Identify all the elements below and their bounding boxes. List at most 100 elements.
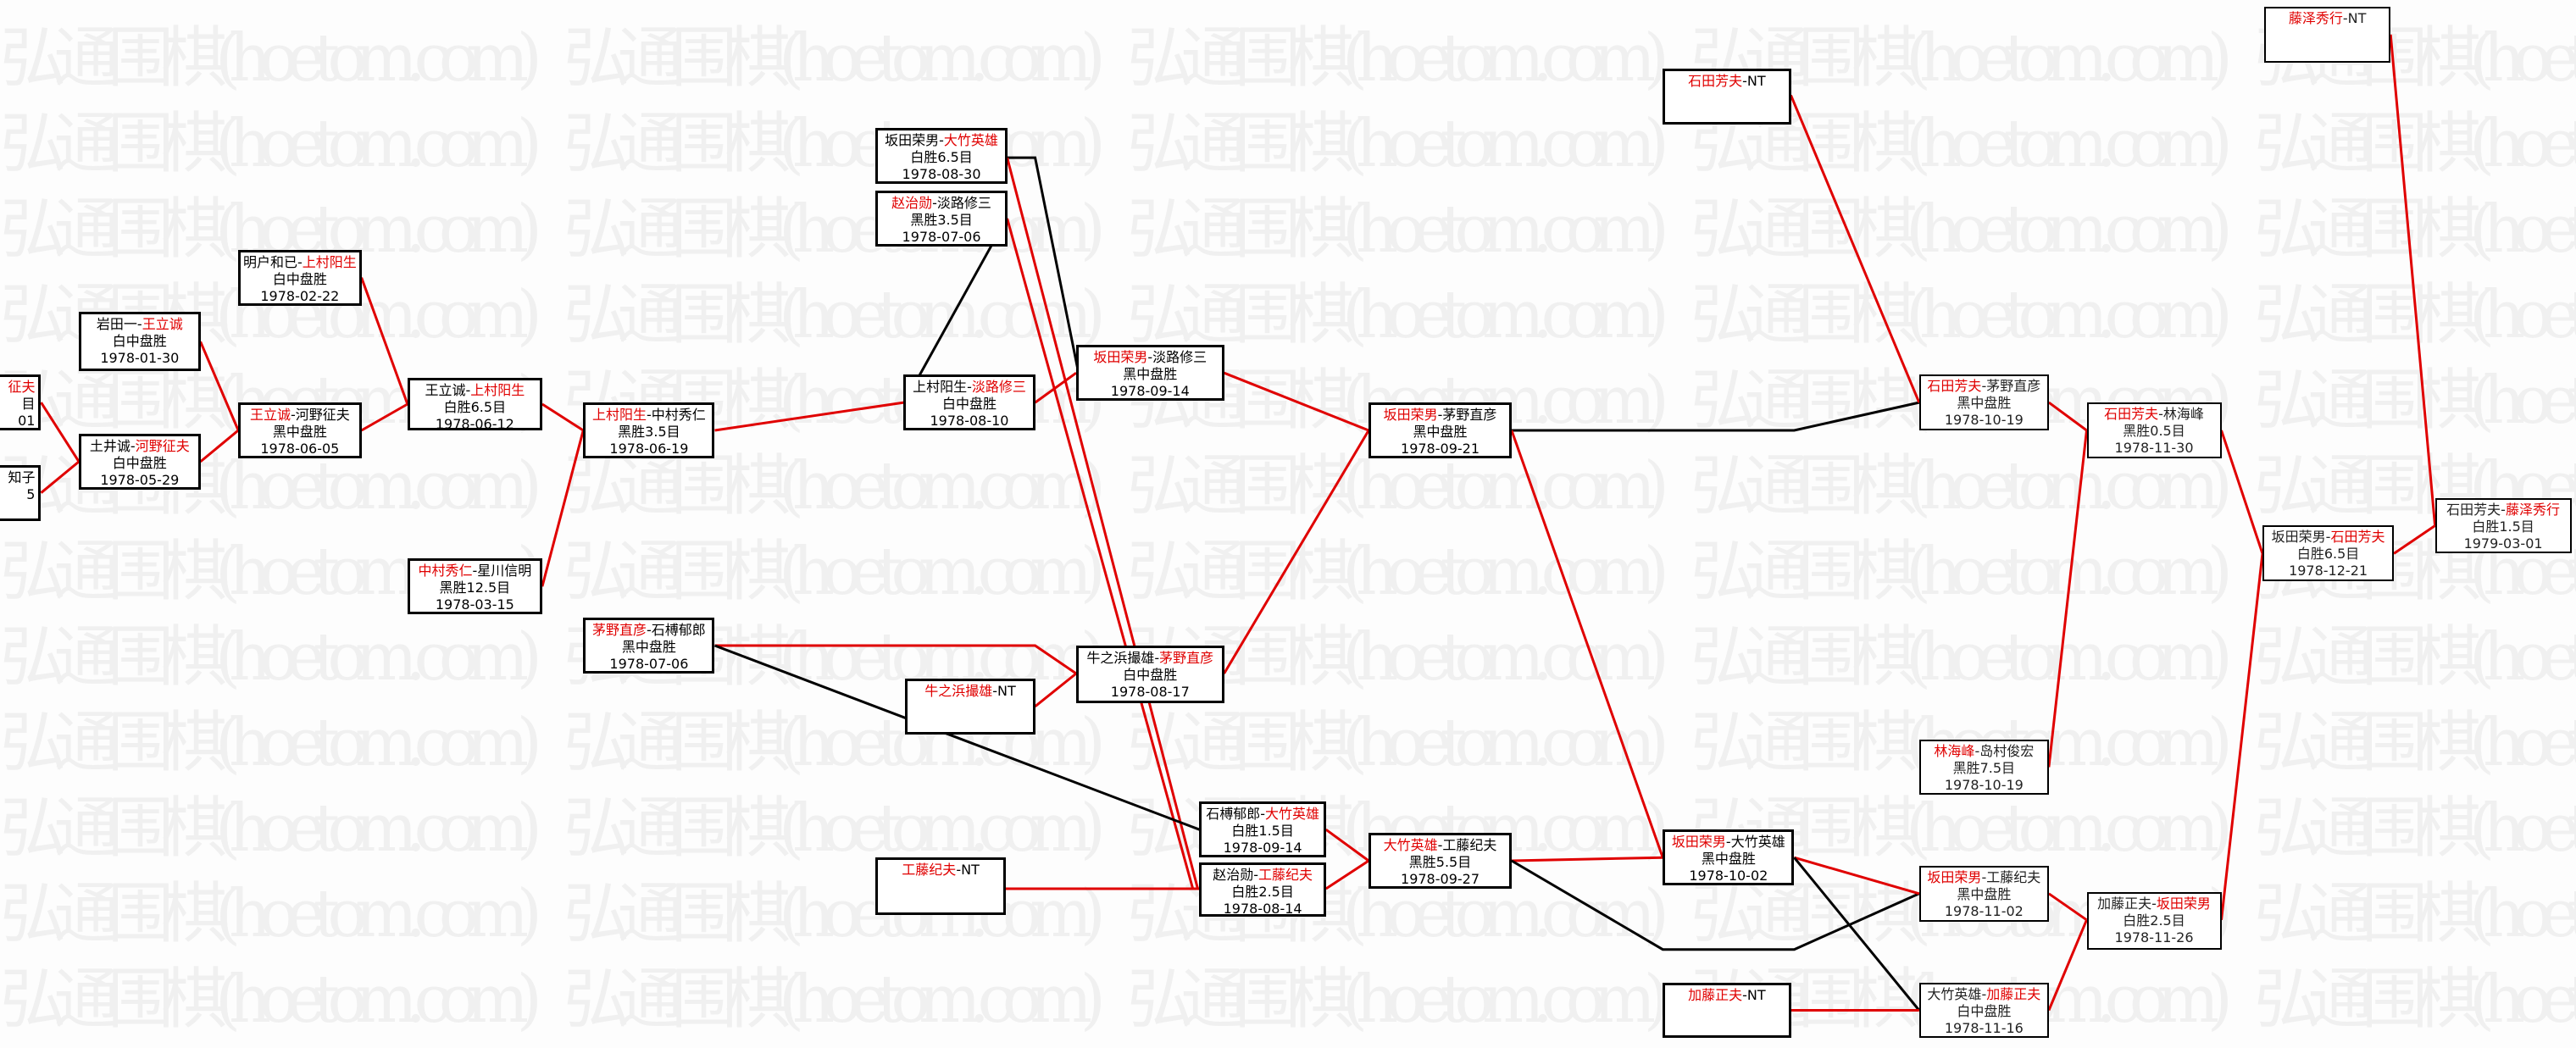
- match-result: 白中盘胜: [112, 333, 167, 350]
- player-separator: -: [2342, 9, 2348, 26]
- player-separator: -: [647, 407, 652, 424]
- match-date: 1978-11-30: [2114, 440, 2194, 457]
- watermark-text: 弘通围棋(hoetom.com): [1690, 448, 2233, 524]
- match-box[interactable]: 茅野直彦-石榑郁郎 黑中盘胜 1978-07-06: [583, 618, 715, 674]
- watermark-text: 弘通围棋(hoetom.com): [0, 790, 542, 867]
- winner-connector-line: [2048, 892, 2088, 922]
- watermark-text: 弘通围棋(hoetom.com): [2254, 619, 2576, 696]
- match-box[interactable]: 石榑郁郎-大竹英雄 白胜1.5目 1978-09-14: [1199, 801, 1326, 858]
- match-result: 黑中盘胜: [1957, 885, 2012, 902]
- match-date: 1978-05-29: [100, 471, 180, 488]
- watermark-text: 弘通围棋(hoetom.com): [564, 277, 1106, 353]
- match-players: 坂田荣男-大竹英雄: [1665, 834, 1791, 851]
- player-white: 石榑郁郎: [651, 622, 706, 639]
- winner-connector-line: [360, 402, 408, 432]
- match-box[interactable]: 牛之浜撮雄-茅野直彦 白中盘胜 1978-08-17: [1076, 646, 1224, 703]
- match-box[interactable]: 石田芳夫-NT: [1663, 69, 1791, 125]
- match-box[interactable]: 大竹英雄-加藤正夫 白中盘胜 1978-11-16: [1918, 982, 2049, 1039]
- match-box[interactable]: 坂田荣男-茅野直彦 黑中盘胜 1978-09-21: [1368, 402, 1512, 458]
- player-white: 淡路修三: [1152, 349, 1208, 366]
- match-date: 1978-10-02: [1689, 868, 1768, 884]
- match-box[interactable]: 明户和已-上村阳生 白中盘胜 1978-02-22: [238, 249, 362, 306]
- match-date: 1978-10-19: [1944, 412, 2024, 429]
- match-box[interactable]: 中村秀仁-星川信明 黑胜12.5目 1978-03-15: [407, 558, 542, 615]
- match-box[interactable]: 赵治勋-淡路修三 黑胜3.5目 1978-07-06: [875, 190, 1008, 247]
- winner-connector-line: [1006, 218, 1195, 890]
- match-players: 上村阳生-中村秀仁: [586, 407, 712, 424]
- match-box[interactable]: 工藤纪夫-NT: [875, 857, 1006, 916]
- match-box[interactable]: 坂田荣男-大竹英雄 黑中盘胜 1978-10-02: [1663, 829, 1795, 886]
- winner-connector-line: [2047, 430, 2088, 768]
- match-box[interactable]: 大竹英雄-工藤纪夫 黑胜5.5目 1978-09-27: [1368, 833, 1512, 889]
- player-white: 坂田荣男: [2156, 895, 2211, 912]
- match-date: 1978-06-19: [609, 441, 689, 457]
- match-box[interactable]: 王立诚-河野征夫 黑中盘胜 1978-06-05: [238, 402, 362, 458]
- player-black: 知子: [8, 469, 36, 485]
- player-black: 坂田荣男: [885, 132, 940, 149]
- match-box[interactable]: 加藤正夫-坂田荣男 白胜2.5目 1978-11-26: [2086, 891, 2222, 950]
- player-black: 坂田荣男: [2271, 529, 2326, 546]
- match-players: 中村秀仁-星川信明: [410, 563, 540, 579]
- match-date: 1978-11-16: [1944, 1019, 2024, 1036]
- player-separator: -: [1981, 868, 1987, 885]
- match-box[interactable]: 加藤正夫-NT: [1663, 982, 1791, 1039]
- watermark-text: 弘通围棋(hoetom.com): [564, 790, 1106, 867]
- match-result: 黑胜7.5目: [1952, 759, 2016, 776]
- player-white: 工藤纪夫: [1986, 868, 2041, 885]
- player-separator: -: [1253, 866, 1258, 883]
- player-white: NT: [2347, 9, 2367, 26]
- match-box[interactable]: 王立诚-上村阳生 白胜6.5目 1978-06-12: [407, 377, 542, 431]
- match-result: 白中盘胜: [1123, 667, 1178, 684]
- watermark-text: 弘通围棋(hoetom.com): [2254, 191, 2576, 268]
- watermark-text: 弘通围棋(hoetom.com): [1127, 20, 1669, 97]
- match-box[interactable]: 征夫目 01: [0, 374, 42, 430]
- match-box[interactable]: 赵治勋-工藤纪夫 白胜2.5目 1978-08-14: [1199, 862, 1326, 917]
- watermark-text: 弘通围棋(hoetom.com): [0, 876, 542, 952]
- player-white: 王立诚: [142, 316, 183, 333]
- match-box[interactable]: 坂田荣男-工藤纪夫 黑中盘胜 1978-11-02: [1918, 865, 2049, 922]
- match-box[interactable]: 上村阳生-淡路修三 白中盘胜 1978-08-10: [903, 374, 1035, 430]
- match-box[interactable]: 石田芳夫-藤泽秀行 白胜1.5目 1979-03-01: [2434, 497, 2572, 554]
- winner-connector-line: [1034, 371, 1077, 404]
- match-players: 石田芳夫-茅野直彦: [1921, 378, 2047, 395]
- player-black: 坂田荣男: [1093, 349, 1148, 366]
- match-box[interactable]: 上村阳生-中村秀仁 黑胜3.5目 1978-06-19: [583, 402, 715, 458]
- match-box[interactable]: 坂田荣男-石田芳夫 白胜6.5目 1978-12-21: [2262, 525, 2395, 582]
- player-separator: -: [1147, 349, 1153, 366]
- match-players: 牛之浜撮雄-NT: [908, 683, 1032, 700]
- match-result: 黑胜3.5目: [910, 211, 973, 228]
- match-date: 1978-09-14: [1223, 840, 1302, 857]
- watermark-text: 弘通围棋(hoetom.com): [1127, 534, 1669, 610]
- match-box[interactable]: 坂田荣男-大竹英雄 白胜6.5目 1978-08-30: [875, 128, 1008, 185]
- match-result: 黑中盘胜: [272, 424, 327, 441]
- match-box[interactable]: 知子 5: [0, 464, 42, 521]
- player-white: NT: [961, 862, 980, 879]
- match-date: 1978-08-17: [1110, 684, 1190, 701]
- match-box[interactable]: 石田芳夫-茅野直彦 黑中盘胜 1978-10-19: [1918, 374, 2049, 430]
- match-box[interactable]: 藤泽秀行-NT: [2263, 6, 2391, 63]
- match-result: 黑胜12.5目: [439, 579, 511, 596]
- watermark-text: 弘通围棋(hoetom.com): [0, 20, 542, 97]
- match-players: 坂田荣男-淡路修三: [1079, 349, 1222, 366]
- winner-connector-line: [2047, 919, 2088, 1012]
- match-box[interactable]: 牛之浜撮雄-NT: [905, 678, 1035, 735]
- match-players: 藤泽秀行-NT: [2266, 10, 2389, 27]
- match-box[interactable]: 岩田一-王立诚 白中盘胜 1978-01-30: [79, 312, 201, 372]
- player-black: 坂田荣男: [1383, 407, 1438, 424]
- player-separator: -: [1742, 73, 1747, 90]
- player-white: 茅野直彦: [1442, 407, 1497, 424]
- player-black: 明户和已: [242, 253, 297, 270]
- match-box[interactable]: 土井诚-河野征夫 白中盘胜 1978-05-29: [79, 433, 201, 490]
- match-date: 1978-12-21: [2289, 563, 2368, 579]
- loser-connector-line: [904, 219, 1008, 402]
- watermark-text: 弘通围棋(hoetom.com): [2254, 962, 2576, 1038]
- match-box[interactable]: 林海峰-岛村俊宏 黑胜7.5目 1978-10-19: [1918, 739, 2049, 796]
- match-players: 牛之浜撮雄-茅野直彦: [1079, 650, 1222, 667]
- match-box[interactable]: 坂田荣男-淡路修三 黑中盘胜 1978-09-14: [1076, 345, 1224, 402]
- match-result: 白胜6.5目: [910, 149, 973, 166]
- match-date: 1978-08-14: [1223, 900, 1302, 917]
- match-date: 1978-08-10: [930, 413, 1009, 430]
- match-date: 1978-09-14: [1110, 383, 1190, 400]
- player-separator: -: [2151, 895, 2157, 912]
- match-box[interactable]: 石田芳夫-林海峰 黑胜0.5目 1978-11-30: [2086, 402, 2222, 458]
